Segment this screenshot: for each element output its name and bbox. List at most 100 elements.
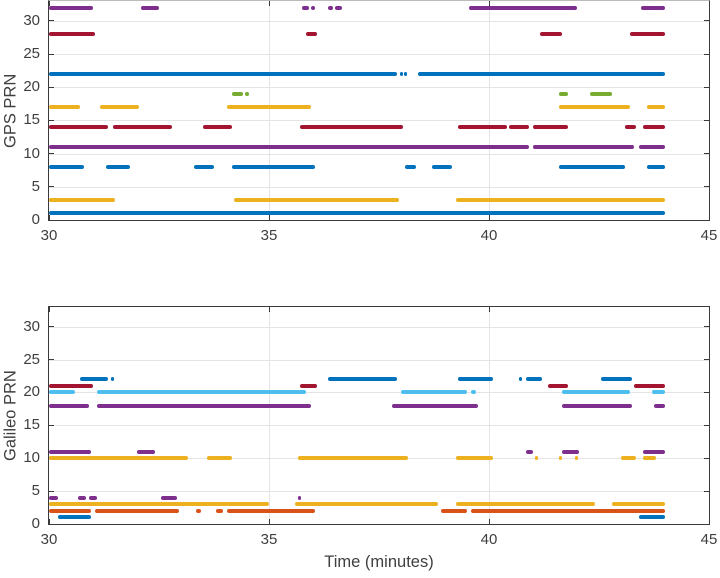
prn-availability-segment	[227, 105, 311, 110]
prn-availability-segment	[299, 125, 404, 130]
prn-availability-segment	[57, 515, 91, 520]
y-tick-mark	[704, 153, 709, 155]
y-tick-mark	[49, 186, 54, 188]
prn-availability-segment	[49, 390, 76, 395]
prn-availability-segment	[518, 377, 522, 382]
y-tick-mark	[704, 219, 709, 221]
prn-availability-segment	[559, 164, 626, 169]
prn-availability-segment	[141, 5, 159, 10]
prn-availability-segment	[458, 377, 494, 382]
prn-availability-segment	[328, 377, 397, 382]
y-gridline	[49, 392, 709, 394]
prn-availability-segment	[456, 502, 595, 507]
x-tick-mark	[48, 1, 50, 6]
prn-availability-segment	[49, 105, 80, 110]
prn-availability-segment	[297, 495, 301, 500]
y-tick-label: 0	[31, 211, 40, 228]
x-tick-mark	[708, 307, 710, 312]
prn-availability-segment	[77, 495, 87, 500]
x-tick-label: 35	[260, 531, 278, 548]
prn-availability-segment	[49, 211, 665, 216]
prn-availability-segment	[651, 390, 665, 395]
y-tick-mark	[704, 457, 709, 459]
prn-availability-segment	[231, 91, 243, 96]
y-tick-mark	[704, 86, 709, 88]
y-gridline	[49, 425, 709, 427]
prn-availability-segment	[79, 377, 109, 382]
y-tick-mark	[49, 119, 54, 121]
x-tick-label: 45	[700, 227, 718, 244]
x-tick-mark	[268, 519, 270, 524]
x-tick-mark	[708, 215, 710, 220]
prn-availability-segment	[49, 5, 93, 10]
prn-availability-segment	[227, 508, 316, 513]
galileo-subplot: Galileo PRN Time (minutes) 0 5 10 15 20 25 30 3…	[0, 306, 720, 578]
prn-availability-segment	[306, 32, 318, 37]
y-gridline	[49, 20, 709, 22]
gps-plot-area	[48, 0, 710, 221]
prn-availability-segment	[399, 72, 403, 76]
y-tick-mark	[704, 523, 709, 525]
y-tick-label: 25	[23, 45, 40, 63]
y-tick-mark	[49, 86, 54, 88]
prn-availability-segment	[49, 502, 269, 507]
prn-availability-segment	[625, 125, 637, 130]
x-tick-mark	[268, 1, 270, 6]
y-tick-mark	[49, 53, 54, 55]
y-tick-mark	[704, 424, 709, 426]
prn-availability-segment	[403, 72, 407, 76]
x-tick-mark	[488, 307, 490, 312]
prn-availability-segment	[49, 508, 91, 513]
prn-availability-segment	[231, 164, 316, 169]
prn-availability-segment	[49, 456, 188, 461]
y-tick-mark	[704, 119, 709, 121]
x-tick-mark	[708, 1, 710, 6]
prn-availability-segment	[640, 5, 665, 10]
y-gridline	[49, 491, 709, 493]
x-tick-mark	[708, 519, 710, 524]
x-tick-mark	[488, 519, 490, 524]
y-tick-mark	[49, 359, 54, 361]
prn-availability-segment	[535, 456, 539, 461]
y-gridline	[49, 153, 709, 155]
x-gridline	[269, 307, 270, 524]
prn-availability-segment	[137, 449, 155, 454]
y-tick-mark	[49, 424, 54, 426]
y-tick-label: 10	[23, 449, 40, 467]
y-tick-mark	[49, 153, 54, 155]
prn-availability-segment	[97, 390, 307, 395]
prn-availability-segment	[533, 145, 635, 149]
prn-availability-segment	[244, 91, 250, 96]
prn-availability-segment	[612, 502, 665, 507]
x-tick-mark	[268, 307, 270, 312]
y-gridline	[49, 326, 709, 328]
prn-availability-segment	[643, 449, 665, 454]
y-tick-label: 20	[23, 383, 40, 401]
prn-availability-segment	[49, 403, 89, 408]
y-gridline	[49, 186, 709, 188]
prn-availability-segment	[558, 456, 562, 461]
y-tick-mark	[704, 326, 709, 328]
galileo-plot-area	[48, 306, 710, 525]
x-tick-mark	[48, 519, 50, 524]
y-gridline	[49, 54, 709, 56]
x-tick-label: 30	[40, 227, 58, 244]
prn-availability-segment	[561, 449, 580, 454]
y-tick-mark	[49, 523, 54, 525]
prn-availability-segment	[207, 456, 232, 461]
x-tick-mark	[48, 307, 50, 312]
prn-availability-segment	[335, 5, 342, 10]
y-tick-label: 5	[31, 177, 40, 195]
prn-availability-segment	[431, 164, 452, 169]
prn-availability-segment	[559, 105, 630, 110]
prn-availability-segment	[49, 32, 96, 37]
prn-availability-segment	[106, 164, 131, 169]
y-tick-label: 10	[23, 144, 40, 162]
prn-availability-segment	[561, 390, 630, 395]
y-tick-mark	[704, 53, 709, 55]
prn-availability-segment	[49, 449, 91, 454]
y-tick-label: 30	[23, 11, 40, 29]
prn-availability-segment	[49, 164, 85, 169]
x-tick-mark	[488, 215, 490, 220]
y-tick-label: 0	[31, 515, 40, 532]
